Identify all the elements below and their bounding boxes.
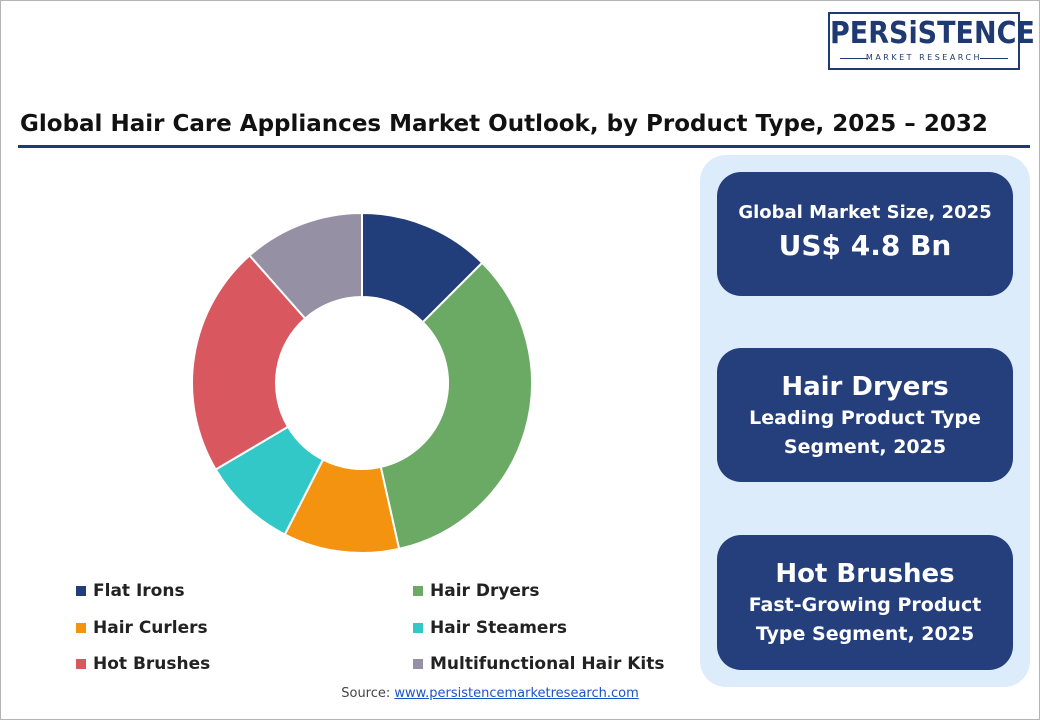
donut-slice-hair-dryers — [379, 261, 533, 551]
donut-chart — [191, 211, 533, 554]
market-size-label: Global Market Size, 2025 — [738, 202, 992, 223]
market-size-value: US$ 4.8 Bn — [778, 229, 952, 262]
brand-logo: PERSiSTENCE MARKET RESEARCH — [828, 12, 1035, 70]
legend-swatch — [76, 623, 86, 633]
title-underline — [18, 145, 1030, 148]
legend-item-hair-dryers: Hair Dryers — [413, 580, 539, 602]
legend-label: Hot Brushes — [93, 654, 211, 674]
leading-segment-line2: Segment, 2025 — [783, 436, 947, 458]
donut-slice-multifunctional-hair-kits — [248, 211, 363, 320]
legend-item-hair-steamers: Hair Steamers — [413, 617, 567, 639]
legend-item-multifunctional-hair-kits: Multifunctional Hair Kits — [413, 653, 665, 675]
fast-growing-line1: Fast-Growing Product — [748, 594, 982, 616]
legend-item-hair-curlers: Hair Curlers — [76, 617, 208, 639]
donut-slice-hot-brushes — [191, 254, 307, 471]
logo-rule-right — [980, 58, 1008, 59]
logo-wordmark: PERSiSTENCE — [830, 16, 1035, 51]
legend-swatch — [413, 586, 423, 596]
source-note: Source: www.persistencemarketresearch.co… — [0, 686, 1010, 701]
legend-label: Hair Dryers — [430, 581, 540, 601]
fast-growing-line2: Type Segment, 2025 — [755, 623, 975, 645]
legend-label: Flat Irons — [93, 581, 185, 601]
leading-segment-card: Hair Dryers Leading Product Type Segment… — [717, 348, 1013, 482]
logo-rule-left — [840, 58, 868, 59]
source-label: Source: — [341, 686, 391, 701]
legend-label: Multifunctional Hair Kits — [430, 654, 665, 674]
legend-label: Hair Curlers — [93, 618, 208, 638]
fast-growing-name: Hot Brushes — [775, 559, 955, 589]
legend-swatch — [413, 623, 423, 633]
legend-swatch — [76, 659, 86, 669]
legend-label: Hair Steamers — [430, 618, 567, 638]
legend-item-hot-brushes: Hot Brushes — [76, 653, 210, 675]
legend-item-flat-irons: Flat Irons — [76, 580, 185, 602]
fast-growing-card: Hot Brushes Fast-Growing Product Type Se… — [717, 535, 1013, 670]
legend-swatch — [76, 586, 86, 596]
leading-segment-line1: Leading Product Type — [749, 407, 981, 429]
leading-segment-name: Hair Dryers — [781, 372, 949, 402]
market-size-card: Global Market Size, 2025 US$ 4.8 Bn — [717, 172, 1013, 296]
source-link[interactable]: www.persistencemarketresearch.com — [394, 686, 639, 701]
legend-swatch — [413, 659, 423, 669]
chart-title: Global Hair Care Appliances Market Outlo… — [20, 111, 988, 137]
logo-tagline: MARKET RESEARCH — [865, 53, 983, 62]
